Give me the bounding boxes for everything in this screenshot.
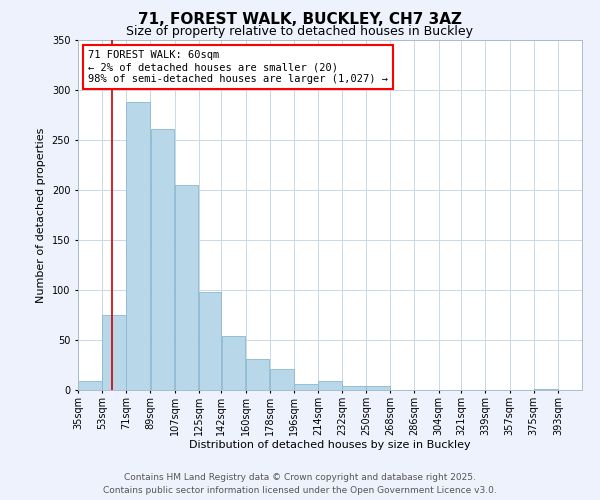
Text: Contains HM Land Registry data © Crown copyright and database right 2025.
Contai: Contains HM Land Registry data © Crown c… bbox=[103, 474, 497, 495]
Bar bbox=[175, 185, 199, 390]
Text: 71, FOREST WALK, BUCKLEY, CH7 3AZ: 71, FOREST WALK, BUCKLEY, CH7 3AZ bbox=[138, 12, 462, 28]
Bar bbox=[199, 292, 221, 390]
Y-axis label: Number of detached properties: Number of detached properties bbox=[36, 128, 46, 302]
Bar bbox=[318, 381, 342, 390]
Bar bbox=[342, 386, 366, 390]
Bar bbox=[221, 336, 245, 390]
Text: Size of property relative to detached houses in Buckley: Size of property relative to detached ho… bbox=[127, 25, 473, 38]
Bar bbox=[294, 384, 318, 390]
Bar bbox=[367, 386, 390, 390]
Bar bbox=[246, 359, 269, 390]
Bar bbox=[78, 381, 102, 390]
Bar bbox=[103, 315, 126, 390]
Bar bbox=[534, 389, 557, 390]
Bar bbox=[151, 129, 175, 390]
X-axis label: Distribution of detached houses by size in Buckley: Distribution of detached houses by size … bbox=[189, 440, 471, 450]
Bar bbox=[270, 369, 293, 390]
Text: 71 FOREST WALK: 60sqm
← 2% of detached houses are smaller (20)
98% of semi-detac: 71 FOREST WALK: 60sqm ← 2% of detached h… bbox=[88, 50, 388, 84]
Bar bbox=[127, 102, 150, 390]
